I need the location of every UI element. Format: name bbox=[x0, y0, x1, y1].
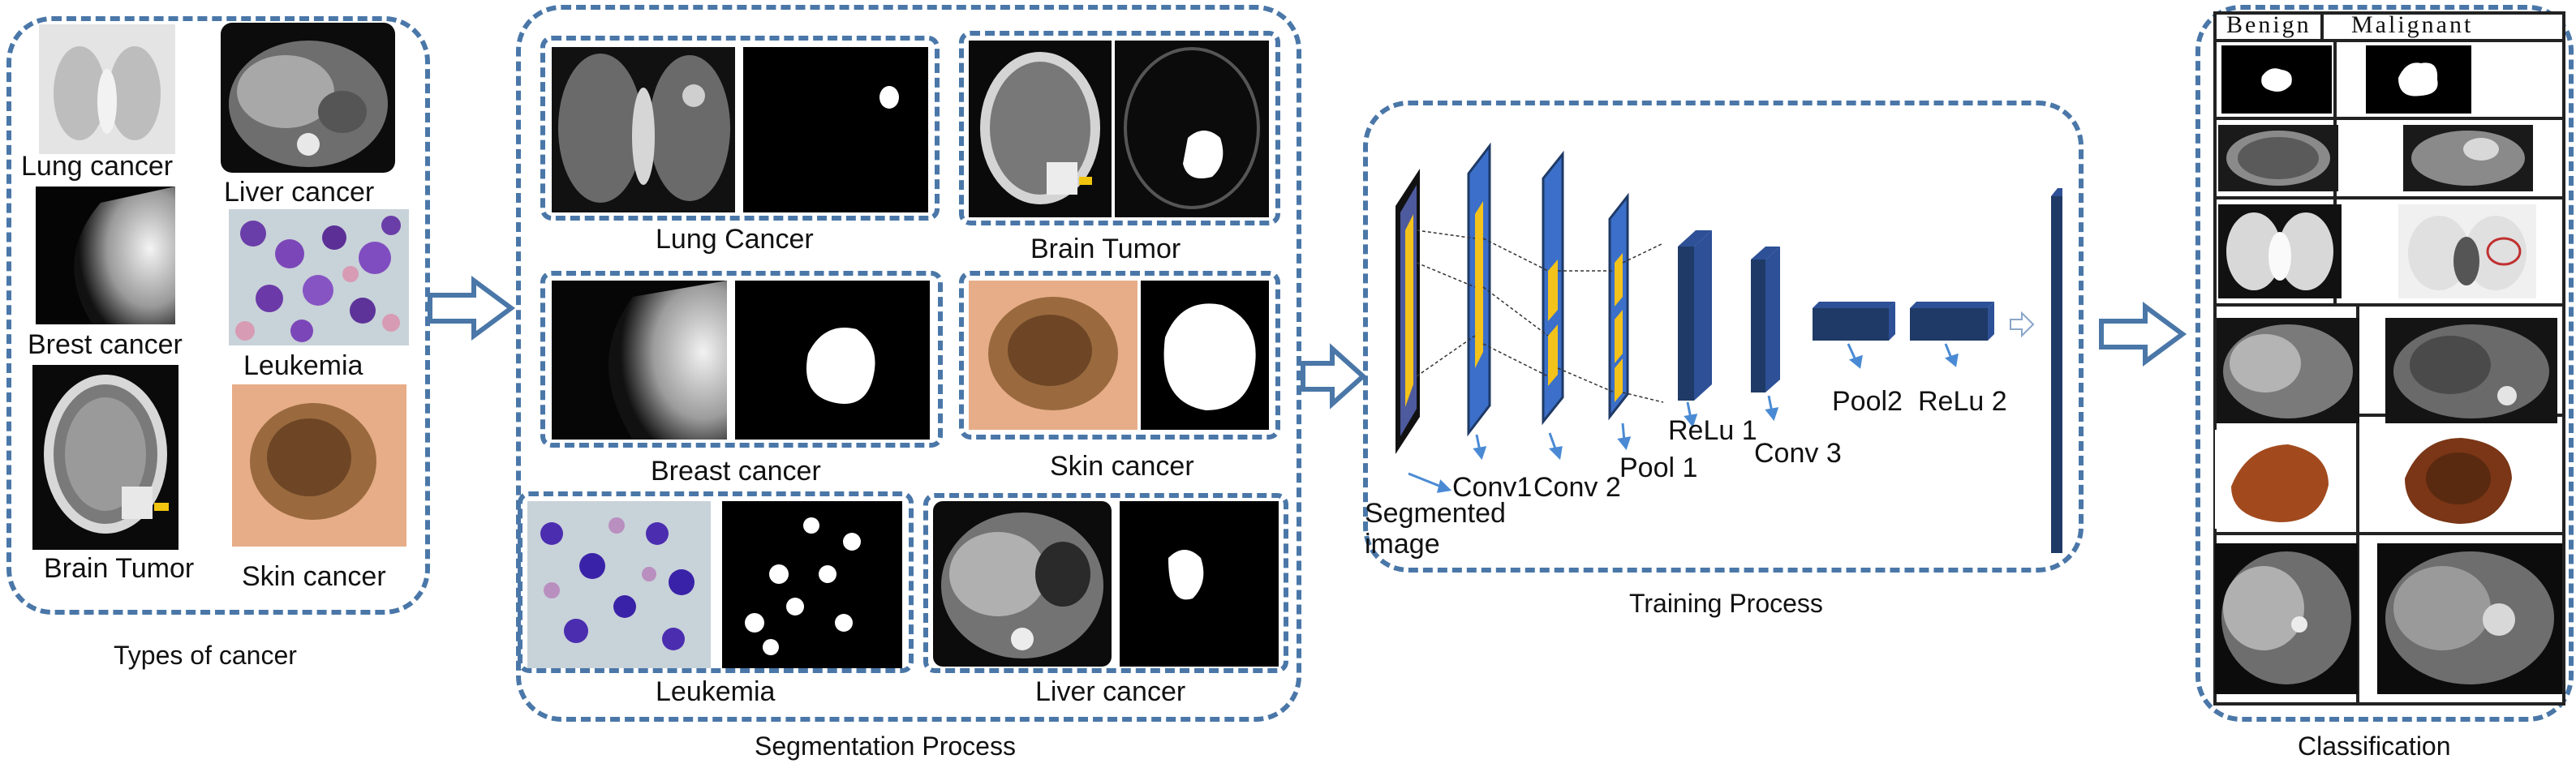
conv1-label: Conv1 bbox=[1452, 472, 1533, 503]
conv1-layer bbox=[1467, 142, 1491, 437]
malignant-liver-ct bbox=[2385, 318, 2557, 423]
conv3-label: Conv 3 bbox=[1754, 438, 1842, 469]
lung-cancer-image bbox=[39, 24, 175, 154]
brain-mri-slice bbox=[969, 41, 1112, 217]
liver-segmentation-box bbox=[923, 493, 1288, 673]
skin-segmentation-box bbox=[959, 271, 1280, 440]
benign-liver-ct bbox=[2217, 318, 2359, 423]
training-process-panel bbox=[1363, 101, 2084, 573]
layer-connection-lines bbox=[1416, 229, 1664, 403]
pool2-block bbox=[1813, 302, 1895, 341]
lung-ct-slice bbox=[552, 47, 735, 212]
malignant-header: Malignant bbox=[2351, 11, 2474, 38]
classification-caption: Classification bbox=[2298, 731, 2451, 761]
benign-skin-lesion bbox=[2215, 430, 2337, 529]
leukemia-smear-slice bbox=[527, 501, 711, 668]
breast-mammo-slice bbox=[552, 281, 727, 440]
small-right-arrow-icon bbox=[2010, 311, 2035, 338]
breast-cancer-image bbox=[36, 187, 175, 324]
liver-mask bbox=[1120, 501, 1279, 667]
brain-tumor-image bbox=[32, 365, 178, 550]
liver-segmentation-label: Liver cancer bbox=[1035, 676, 1186, 707]
segmented-image-label: Segmented image bbox=[1365, 498, 1506, 560]
leukemia-mask bbox=[722, 501, 902, 668]
conv3-block bbox=[1751, 247, 1780, 392]
breast-cancer-label: Brest cancer bbox=[28, 329, 183, 360]
malignant-breast-mask bbox=[2366, 45, 2471, 114]
label-pointer-arrows bbox=[1408, 343, 1959, 493]
relu2-block bbox=[1910, 302, 1994, 341]
leukemia-segmentation-label: Leukemia bbox=[656, 676, 776, 707]
relu2-label: ReLu 2 bbox=[1918, 386, 2007, 417]
right-arrow-icon bbox=[1301, 343, 1367, 410]
brain-mask bbox=[1115, 41, 1269, 217]
brain-segmentation-label: Brain Tumor bbox=[1030, 234, 1181, 264]
leukemia-label: Leukemia bbox=[243, 350, 363, 381]
breast-mask bbox=[735, 281, 930, 440]
conv2-layer bbox=[1542, 150, 1564, 426]
benign-breast-mask bbox=[2221, 45, 2332, 114]
conv2-label: Conv 2 bbox=[1533, 472, 1621, 503]
benign-lung-ct bbox=[2218, 204, 2342, 298]
classification-panel bbox=[2195, 5, 2574, 722]
skin-lesion-slice bbox=[969, 281, 1137, 430]
right-arrow-icon bbox=[428, 276, 516, 341]
types-of-cancer-caption: Types of cancer bbox=[114, 641, 297, 670]
breast-segmentation-label: Breast cancer bbox=[651, 456, 821, 487]
relu1-label: ReLu 1 bbox=[1668, 415, 1757, 446]
leukemia-segmentation-box bbox=[518, 491, 914, 673]
right-arrow-icon bbox=[2099, 302, 2187, 367]
lung-mask bbox=[743, 47, 928, 212]
malignant-brain-mri bbox=[2403, 125, 2533, 191]
benign-brain-mri bbox=[2218, 125, 2338, 191]
output-layer bbox=[2051, 188, 2062, 553]
training-process-caption: Training Process bbox=[1629, 589, 1823, 618]
segmentation-process-caption: Segmentation Process bbox=[755, 731, 1016, 761]
malignant-lung-ct bbox=[2398, 204, 2536, 298]
malignant-abdomen-ct bbox=[2377, 543, 2562, 694]
liver-cancer-image bbox=[221, 23, 395, 173]
liver-ct-slice bbox=[933, 501, 1112, 667]
skin-cancer-label: Skin cancer bbox=[242, 561, 386, 592]
skin-mask bbox=[1141, 281, 1269, 430]
malignant-skin-lesion bbox=[2389, 430, 2527, 529]
lung-segmentation-label: Lung Cancer bbox=[656, 224, 814, 255]
cnn-architecture-diagram bbox=[1396, 142, 2062, 553]
segmented-image-layer bbox=[1396, 169, 1420, 454]
pool1-layer bbox=[1608, 192, 1629, 421]
pool2-label: Pool2 bbox=[1832, 386, 1903, 417]
segmentation-process-panel bbox=[516, 5, 1301, 722]
benign-abdomen-ct bbox=[2215, 543, 2358, 694]
leukemia-image bbox=[229, 209, 409, 345]
brain-segmentation-box bbox=[959, 31, 1280, 225]
lung-segmentation-box bbox=[540, 36, 940, 221]
brain-tumor-label: Brain Tumor bbox=[44, 553, 195, 584]
pool1-label: Pool 1 bbox=[1619, 452, 1698, 483]
breast-segmentation-box bbox=[540, 271, 943, 448]
relu1-block bbox=[1678, 230, 1712, 401]
skin-segmentation-label: Skin cancer bbox=[1050, 451, 1194, 482]
skin-cancer-image bbox=[232, 384, 406, 547]
lung-cancer-label: Lung cancer bbox=[21, 151, 174, 182]
liver-cancer-label: Liver cancer bbox=[224, 177, 375, 208]
benign-header: Benign bbox=[2226, 11, 2312, 38]
